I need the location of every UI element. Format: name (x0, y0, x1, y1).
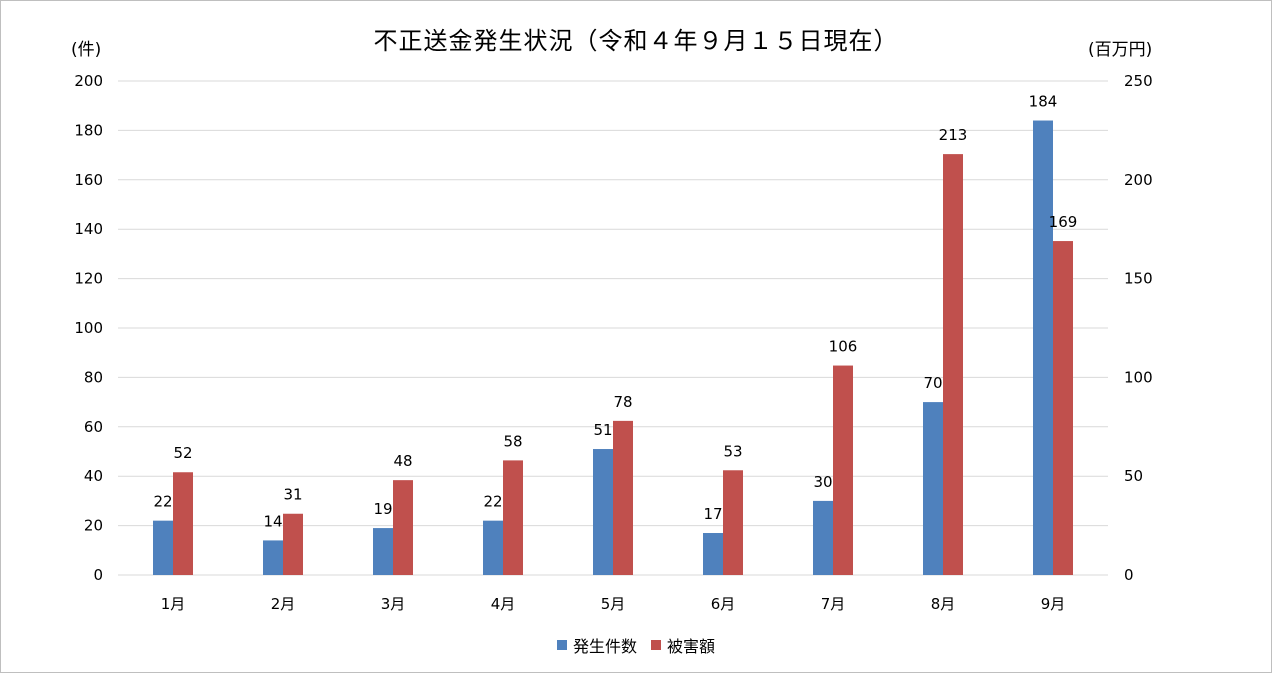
right-tick-label: 0 (1124, 566, 1134, 584)
category-label: 9月 (1041, 595, 1066, 613)
right-tick-label: 200 (1124, 171, 1153, 189)
data-label-damage: 53 (723, 442, 742, 460)
legend-label-damage: 被害額 (667, 637, 716, 656)
bar-count (483, 520, 503, 575)
category-label: 2月 (271, 595, 296, 613)
data-label-count: 22 (153, 493, 172, 511)
legend-label-count: 発生件数 (572, 637, 637, 656)
data-label-damage: 52 (173, 444, 192, 462)
data-label-count: 184 (1029, 93, 1058, 111)
bar-count (813, 500, 833, 575)
category-label: 8月 (931, 595, 956, 613)
data-label-count: 14 (263, 512, 282, 530)
data-label-damage: 78 (613, 393, 632, 411)
left-tick-label: 200 (74, 72, 103, 90)
legend: 発生件数 被害額 (1, 633, 1271, 657)
bar-damage (943, 154, 963, 575)
left-tick-label: 160 (74, 171, 103, 189)
data-label-count: 70 (923, 374, 942, 392)
category-label: 1月 (161, 595, 186, 613)
category-label: 5月 (601, 595, 626, 613)
bar-count (373, 528, 393, 575)
bar-damage (503, 460, 523, 575)
bar-count (923, 402, 943, 575)
right-axis-unit: (百万円) (1088, 40, 1153, 60)
left-tick-label: 180 (74, 121, 103, 139)
legend-item-count: 発生件数 (556, 633, 637, 657)
data-label-count: 51 (593, 421, 612, 439)
data-label-count: 30 (813, 473, 832, 491)
left-tick-label: 80 (84, 368, 103, 386)
data-label-count: 22 (483, 493, 502, 511)
left-axis-unit: (件) (71, 40, 102, 60)
legend-swatch-count (556, 640, 567, 650)
bar-damage (173, 472, 193, 575)
left-tick-label: 20 (84, 517, 103, 535)
bar-count (593, 449, 613, 575)
right-tick-label: 250 (1124, 72, 1153, 90)
left-tick-label: 40 (84, 467, 103, 485)
bar-damage (283, 513, 303, 575)
bar-damage (723, 470, 743, 575)
category-label: 3月 (381, 595, 406, 613)
data-label-count: 17 (703, 505, 722, 523)
category-label: 7月 (821, 595, 846, 613)
bar-count (703, 533, 723, 575)
legend-swatch-damage (651, 640, 661, 650)
category-label: 6月 (711, 595, 736, 613)
left-tick-label: 120 (74, 270, 103, 288)
chart-title: 不正送金発生状況（令和４年９月１５日現在） (373, 27, 899, 55)
left-tick-label: 140 (74, 220, 103, 238)
data-label-damage: 31 (283, 486, 302, 504)
bar-damage (833, 365, 853, 575)
data-label-damage: 169 (1049, 213, 1078, 231)
data-label-damage: 106 (829, 338, 858, 356)
right-tick-label: 150 (1124, 270, 1153, 288)
right-tick-label: 50 (1124, 467, 1143, 485)
category-label: 4月 (491, 595, 516, 613)
left-tick-label: 100 (74, 319, 103, 337)
data-label-damage: 48 (393, 452, 412, 470)
data-label-count: 19 (373, 500, 392, 518)
legend-item-damage: 被害額 (651, 633, 715, 657)
right-tick-label: 100 (1124, 368, 1153, 386)
data-label-damage: 58 (503, 432, 522, 450)
bar-damage (393, 480, 413, 575)
bar-count (1033, 120, 1053, 576)
data-label-damage: 213 (939, 126, 968, 144)
bar-damage (1053, 241, 1073, 575)
bar-count (153, 520, 173, 575)
bar-damage (613, 420, 633, 575)
left-tick-label: 60 (84, 418, 103, 436)
bar-count (263, 540, 283, 575)
left-tick-label: 0 (93, 566, 103, 584)
